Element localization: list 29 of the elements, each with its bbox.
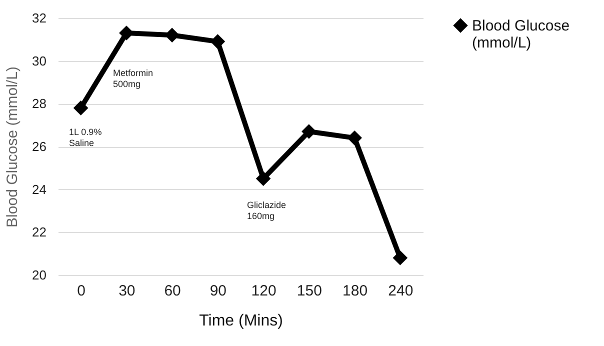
point [347,130,362,146]
y-tick-label: 28 [32,96,46,112]
annotation: Gliclazide 160mg [247,200,286,221]
point [119,26,134,40]
x-tick-label: 150 [296,282,322,300]
y-tick-label: 30 [32,53,46,68]
x-tick-label: 180 [342,282,368,300]
y-tick-label: 22 [32,224,46,240]
point [73,100,88,116]
y-tick-label: 32 [32,10,46,26]
x-axis-title: Time (Mins) [199,312,283,330]
x-tick-label: 60 [164,282,181,300]
x-tick-label: 30 [118,282,136,300]
point [164,28,180,43]
x-tick-label: 240 [388,282,414,300]
legend-label: Blood Glucose (mmol/L) [472,18,570,52]
y-axis-title: Blood Glucose (mmol/L) [4,66,22,228]
point [256,171,271,186]
x-tick-label: 0 [77,282,86,300]
annotation: 1L 0.9% Saline [69,127,102,148]
y-tick-label: 20 [32,268,46,282]
x-tick-label: 120 [251,282,276,300]
annotation: Metformin 500mg [113,68,154,89]
y-tick-label: 24 [32,182,46,197]
point [302,124,316,139]
point [210,34,226,49]
y-tick-label: 26 [32,139,46,154]
point [392,250,408,266]
x-tick-label: 90 [210,282,227,300]
